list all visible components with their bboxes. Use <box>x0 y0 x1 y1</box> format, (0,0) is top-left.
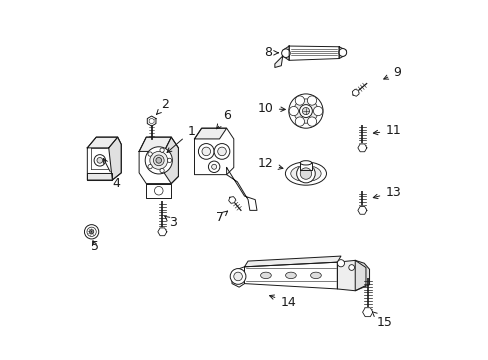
Circle shape <box>211 164 216 169</box>
Polygon shape <box>337 260 365 291</box>
Circle shape <box>208 161 220 172</box>
Circle shape <box>313 107 322 116</box>
Polygon shape <box>352 89 358 96</box>
Circle shape <box>217 147 226 156</box>
Circle shape <box>307 117 316 126</box>
Circle shape <box>293 99 317 123</box>
Polygon shape <box>147 116 156 126</box>
Circle shape <box>338 49 346 57</box>
Ellipse shape <box>285 272 296 279</box>
Circle shape <box>300 168 311 179</box>
Polygon shape <box>354 260 369 291</box>
Text: 3: 3 <box>164 216 177 229</box>
Circle shape <box>198 144 214 159</box>
Circle shape <box>302 108 309 114</box>
Circle shape <box>348 265 354 270</box>
Text: 4: 4 <box>103 158 120 190</box>
Polygon shape <box>108 137 121 180</box>
Polygon shape <box>244 262 337 289</box>
Text: 6: 6 <box>216 109 230 129</box>
Polygon shape <box>339 47 346 59</box>
Circle shape <box>230 269 245 284</box>
Circle shape <box>97 157 102 163</box>
Polygon shape <box>194 128 226 139</box>
Circle shape <box>160 168 164 173</box>
Circle shape <box>295 117 304 126</box>
Circle shape <box>89 230 94 234</box>
Polygon shape <box>274 56 282 67</box>
Circle shape <box>160 148 164 152</box>
Ellipse shape <box>300 161 311 165</box>
Ellipse shape <box>260 272 271 279</box>
Polygon shape <box>194 128 233 175</box>
Text: 7: 7 <box>216 211 227 224</box>
Polygon shape <box>146 184 171 198</box>
Circle shape <box>154 186 163 195</box>
Circle shape <box>288 94 323 128</box>
Text: 5: 5 <box>91 240 99 253</box>
Circle shape <box>214 144 229 159</box>
Polygon shape <box>357 144 366 152</box>
Circle shape <box>84 225 99 239</box>
Circle shape <box>94 155 105 166</box>
Polygon shape <box>139 137 178 184</box>
Polygon shape <box>231 267 244 287</box>
Polygon shape <box>288 46 339 60</box>
Ellipse shape <box>310 272 321 279</box>
Circle shape <box>87 227 96 237</box>
Circle shape <box>299 105 312 117</box>
Circle shape <box>337 260 344 267</box>
Polygon shape <box>87 137 118 148</box>
Polygon shape <box>362 308 372 317</box>
Circle shape <box>153 155 164 166</box>
Polygon shape <box>164 137 178 184</box>
Ellipse shape <box>290 166 321 181</box>
Text: 13: 13 <box>372 186 400 199</box>
Text: 11: 11 <box>373 124 400 137</box>
Ellipse shape <box>285 162 326 185</box>
Text: 15: 15 <box>371 312 392 329</box>
Polygon shape <box>244 256 340 267</box>
Polygon shape <box>158 228 166 236</box>
Circle shape <box>167 158 171 162</box>
Text: 2: 2 <box>156 99 169 114</box>
Circle shape <box>156 157 162 163</box>
Circle shape <box>296 164 315 183</box>
Circle shape <box>288 107 298 116</box>
Text: 14: 14 <box>269 295 295 309</box>
Circle shape <box>233 272 242 281</box>
Circle shape <box>281 49 290 58</box>
Text: 12: 12 <box>258 157 283 170</box>
Circle shape <box>307 96 316 105</box>
Text: 10: 10 <box>257 102 285 115</box>
Polygon shape <box>226 167 257 210</box>
Text: 9: 9 <box>383 66 400 79</box>
Polygon shape <box>139 137 171 152</box>
Text: 8: 8 <box>264 46 278 59</box>
Polygon shape <box>87 173 112 180</box>
Text: 1: 1 <box>167 125 195 153</box>
Polygon shape <box>300 163 311 170</box>
Circle shape <box>202 147 210 156</box>
Polygon shape <box>87 137 121 180</box>
Polygon shape <box>357 207 366 214</box>
Circle shape <box>148 152 152 156</box>
Circle shape <box>145 147 172 174</box>
Circle shape <box>295 96 304 105</box>
Polygon shape <box>228 197 235 203</box>
Circle shape <box>148 165 152 169</box>
Polygon shape <box>282 46 288 60</box>
Circle shape <box>149 152 167 169</box>
